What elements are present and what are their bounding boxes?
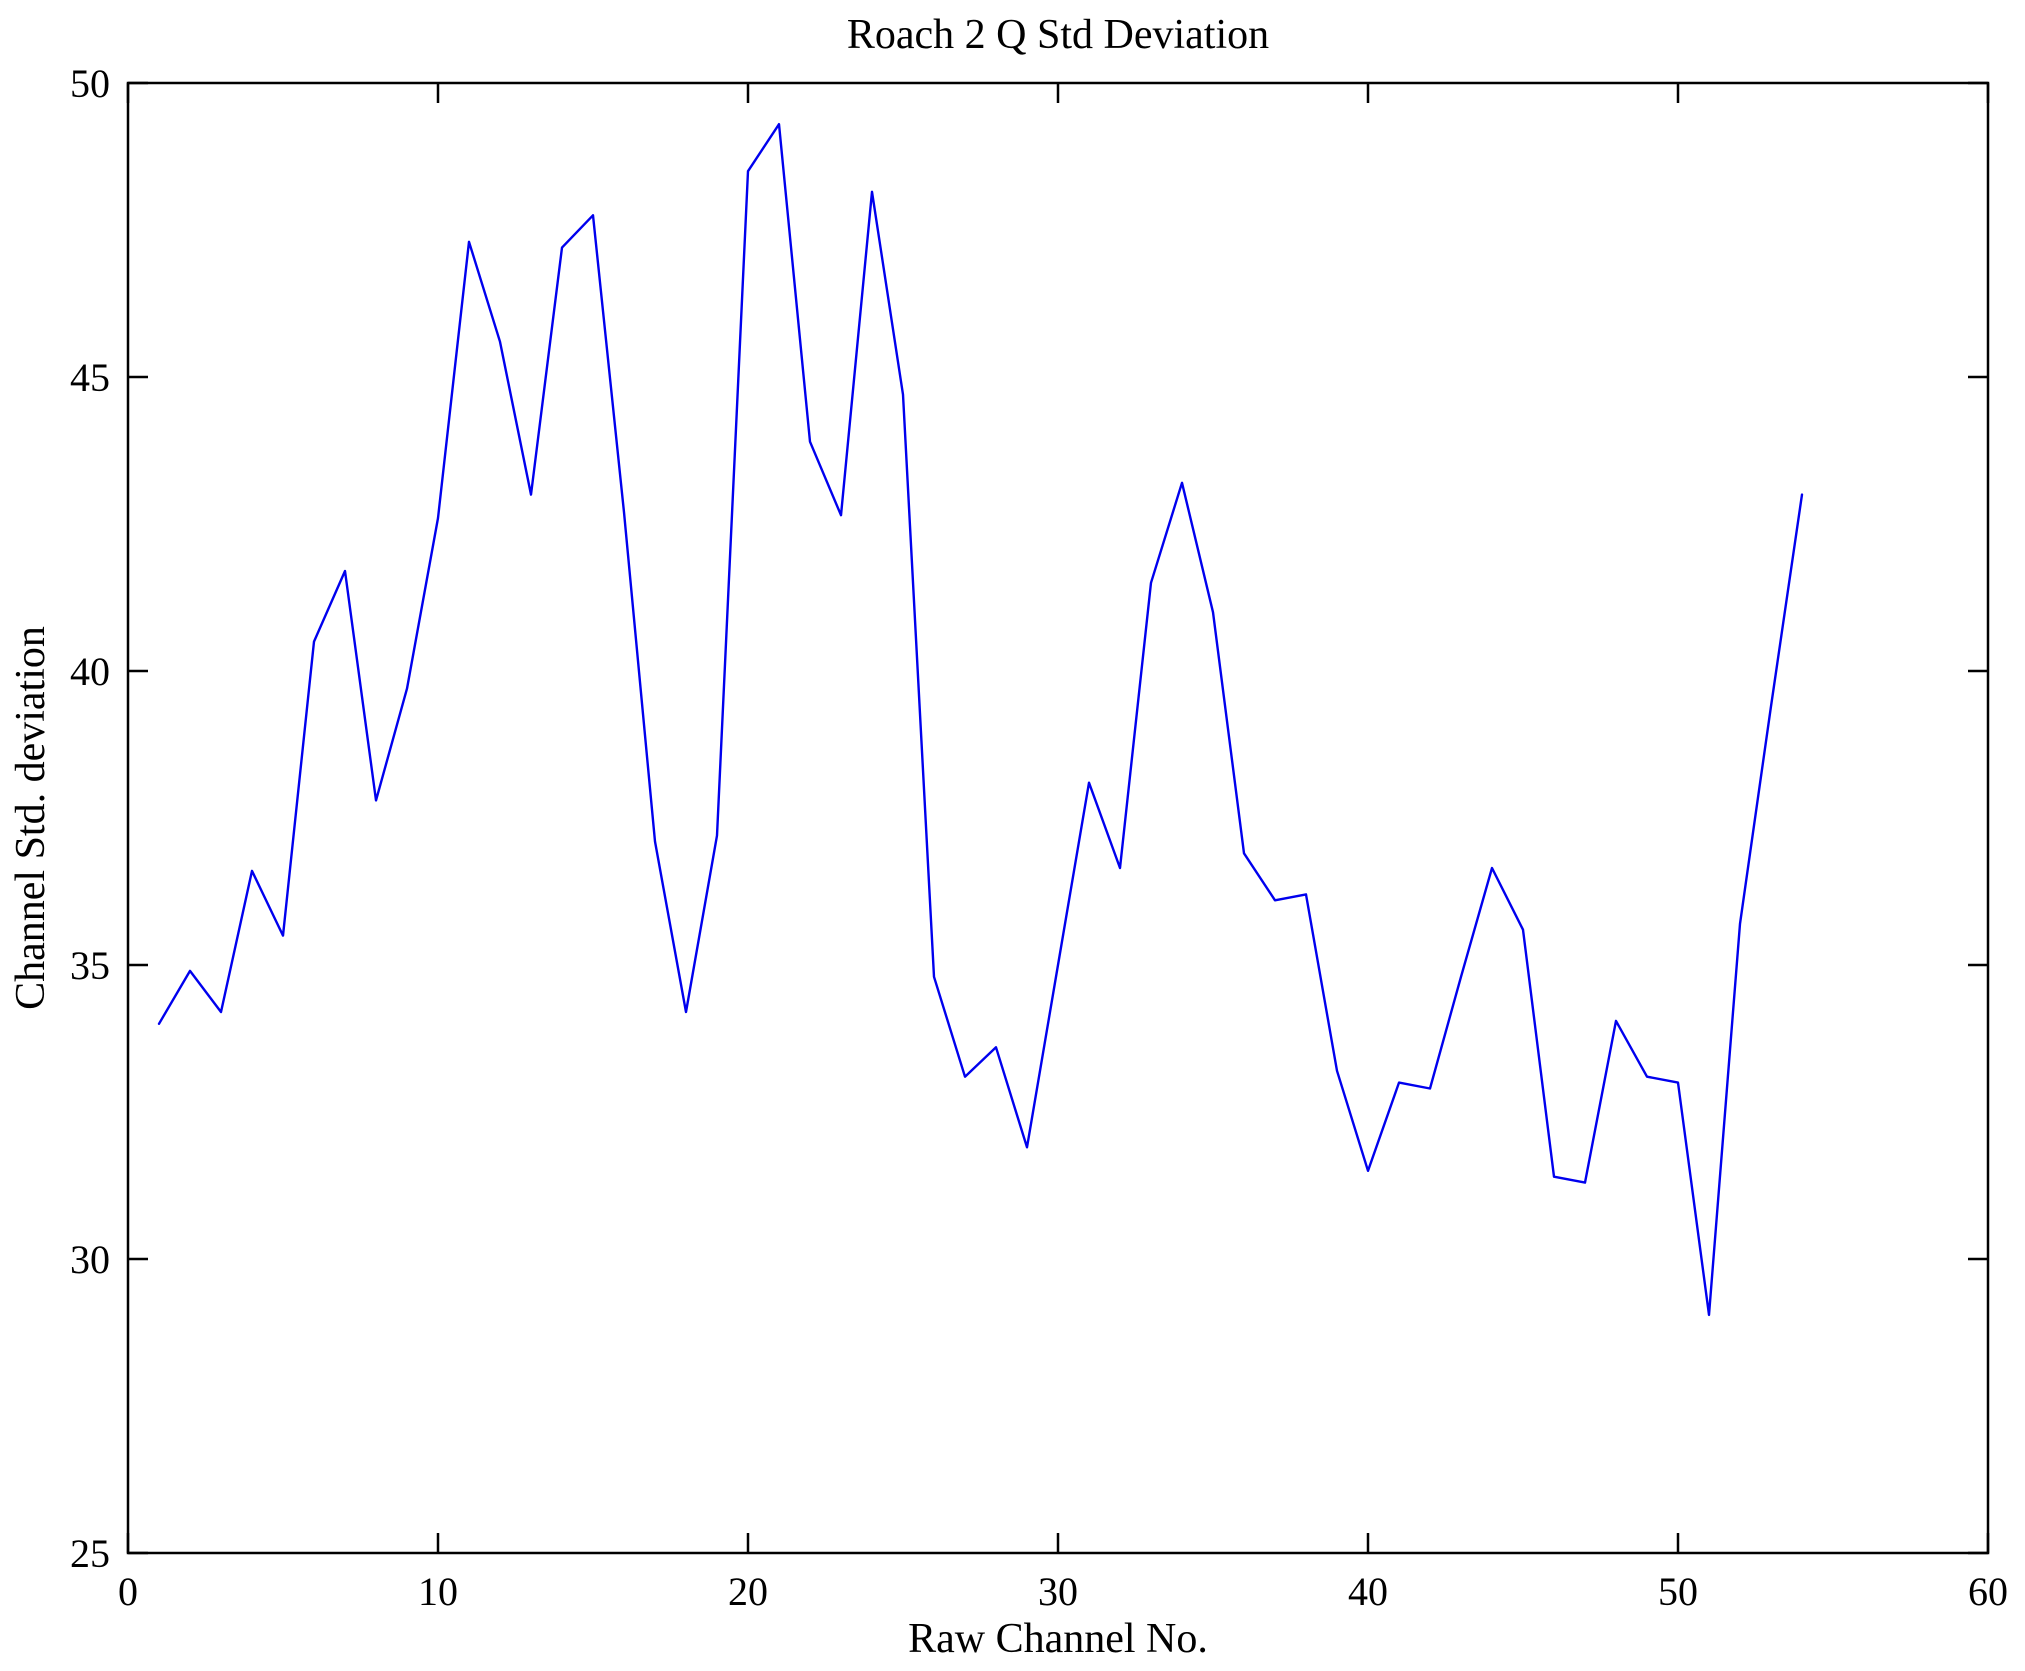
chart-title: Roach 2 Q Std Deviation xyxy=(847,12,1269,58)
x-tick-label: 60 xyxy=(1968,1569,2008,1614)
x-tick-label: 0 xyxy=(118,1569,138,1614)
y-tick-label: 35 xyxy=(70,943,110,988)
x-axis-label: Raw Channel No. xyxy=(908,1616,1208,1662)
plot-area xyxy=(128,83,1988,1553)
y-tick-label: 30 xyxy=(70,1237,110,1282)
y-tick-label: 40 xyxy=(70,649,110,694)
x-tick-label: 20 xyxy=(728,1569,768,1614)
y-tick-label: 25 xyxy=(70,1531,110,1576)
y-tick-label: 45 xyxy=(70,355,110,400)
tick-labels: 0 10 20 30 40 50 60 25 30 35 40 45 50 xyxy=(70,61,2008,1614)
x-tick-label: 30 xyxy=(1038,1569,1078,1614)
plot-border xyxy=(126,81,1990,1555)
x-tick-label: 10 xyxy=(418,1569,458,1614)
x-tick-label: 50 xyxy=(1658,1569,1698,1614)
data-line xyxy=(157,122,1804,1317)
x-tick-label: 40 xyxy=(1348,1569,1388,1614)
y-axis-label: Channel Std. deviation xyxy=(8,626,54,1010)
y-tick-label: 50 xyxy=(70,61,110,106)
